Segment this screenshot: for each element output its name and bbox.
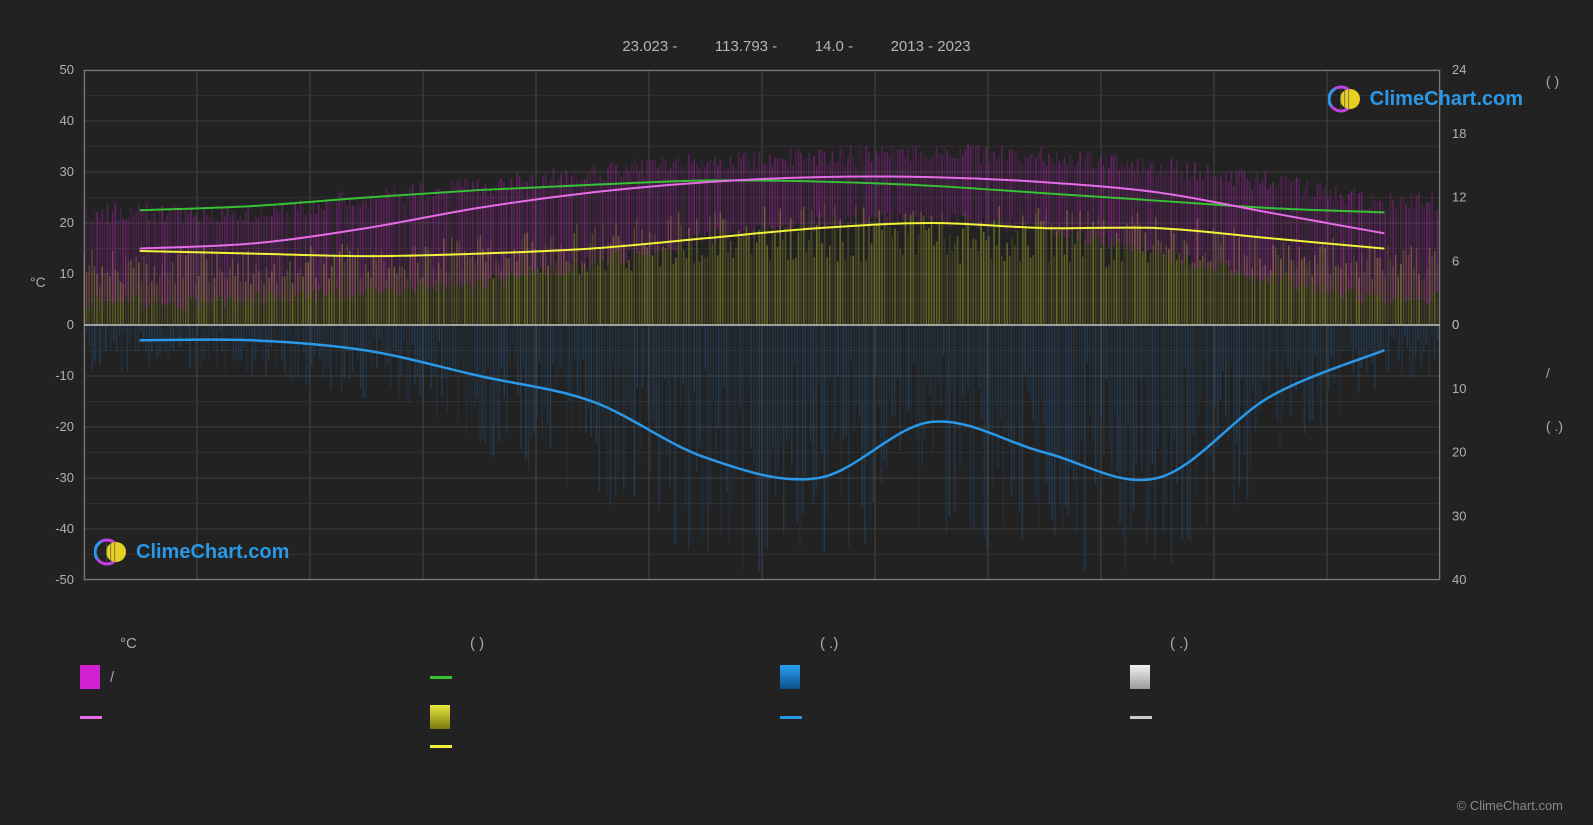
- x-tick: ㅤ: [587, 592, 597, 608]
- svg-text:40: 40: [1452, 572, 1466, 587]
- x-tick: ㅤ: [361, 592, 371, 608]
- x-tick: ㅤ: [1378, 592, 1388, 608]
- brand-logo-top: ClimeChart.com: [1328, 82, 1523, 116]
- x-tick: ㅤ: [700, 592, 710, 608]
- x-tick: ㅤ: [248, 592, 258, 608]
- svg-text:0: 0: [1452, 317, 1459, 332]
- chart-plot-area: 50403020100-10-20-30-40-5024181260010203…: [84, 70, 1440, 580]
- legend-item: [430, 745, 780, 748]
- x-tick: ㅤ: [1039, 592, 1049, 608]
- x-tick: ㅤ: [1152, 592, 1162, 608]
- svg-text:0: 0: [67, 317, 74, 332]
- svg-text:20: 20: [60, 215, 74, 230]
- legend-row-4: [80, 745, 1480, 748]
- legend-header-1: °C: [80, 635, 430, 652]
- x-axis-ticks: ㅤㅤㅤㅤㅤㅤㅤㅤㅤㅤㅤㅤ: [84, 592, 1440, 612]
- copyright-text: © ClimeChart.com: [1457, 798, 1563, 813]
- legend-swatch: [780, 665, 800, 689]
- brand-logo-bottom: ClimeChart.com: [94, 535, 289, 569]
- legend-item: [1130, 745, 1480, 748]
- legend-swatch: [80, 665, 100, 689]
- svg-text:-20: -20: [55, 419, 74, 434]
- svg-text:50: 50: [60, 62, 74, 77]
- legend-item: [780, 745, 1130, 748]
- legend-item: [80, 745, 430, 748]
- legend-row-3: [80, 705, 1480, 729]
- legend-swatch: [430, 676, 452, 679]
- svg-text:24: 24: [1452, 62, 1466, 77]
- svg-text:10: 10: [1452, 381, 1466, 396]
- svg-text:20: 20: [1452, 445, 1466, 460]
- climate-chart-container: 23.023 - 113.793 - 14.0 - 2013 - 2023 °C…: [0, 0, 1593, 825]
- header-lat: 23.023 -: [622, 38, 677, 55]
- legend-row-2: /: [80, 665, 1480, 689]
- legend-item: [430, 705, 780, 729]
- x-tick: ㅤ: [474, 592, 484, 608]
- header-elev: 14.0 -: [815, 38, 853, 55]
- legend-swatch: [1130, 716, 1152, 719]
- x-tick: ㅤ: [813, 592, 823, 608]
- right-axis-slash: /: [1546, 362, 1563, 384]
- svg-text:-10: -10: [55, 368, 74, 383]
- svg-text:6: 6: [1452, 253, 1459, 268]
- legend-label: /: [110, 669, 114, 686]
- svg-text:40: 40: [60, 113, 74, 128]
- brand-text-bottom: ClimeChart.com: [136, 541, 289, 564]
- legend-headers: °C ( ) ( .) ( .): [80, 635, 1480, 652]
- legend-item: [80, 705, 430, 729]
- right-axis-top-paren: ( ): [1546, 70, 1563, 92]
- svg-text:12: 12: [1452, 190, 1466, 205]
- legend-item: [780, 665, 1130, 689]
- right-axis-extra: ( ) / ( .): [1546, 290, 1563, 437]
- header-years: 2013 - 2023: [891, 38, 971, 55]
- legend-swatch: [80, 716, 102, 719]
- brand-icon: [1328, 82, 1362, 116]
- x-tick: ㅤ: [926, 592, 936, 608]
- legend-item: [1130, 665, 1480, 689]
- brand-icon: [94, 535, 128, 569]
- svg-text:30: 30: [1452, 508, 1466, 523]
- legend-swatch: [780, 716, 802, 719]
- header-lon: 113.793 -: [715, 38, 777, 55]
- legend-swatch: [430, 745, 452, 748]
- legend-item: [780, 705, 1130, 729]
- left-axis-unit: °C: [30, 274, 46, 290]
- x-tick: ㅤ: [1265, 592, 1275, 608]
- legend-header-2: ( ): [430, 635, 780, 652]
- chart-svg: 50403020100-10-20-30-40-5024181260010203…: [84, 70, 1440, 580]
- legend-swatch: [1130, 665, 1150, 689]
- svg-text:-40: -40: [55, 521, 74, 536]
- legend-header-4: ( .): [1130, 635, 1480, 652]
- svg-text:10: 10: [60, 266, 74, 281]
- svg-text:18: 18: [1452, 126, 1466, 141]
- brand-text-top: ClimeChart.com: [1370, 88, 1523, 111]
- legend-item: /: [80, 665, 430, 689]
- svg-text:-30: -30: [55, 470, 74, 485]
- legend-item: [430, 665, 780, 689]
- chart-header: 23.023 - 113.793 - 14.0 - 2013 - 2023: [0, 38, 1593, 55]
- right-axis-bottom-paren: ( .): [1546, 415, 1563, 437]
- legend-item: [1130, 705, 1480, 729]
- legend-swatch: [430, 705, 450, 729]
- x-tick: ㅤ: [135, 592, 145, 608]
- svg-text:30: 30: [60, 164, 74, 179]
- svg-text:-50: -50: [55, 572, 74, 587]
- legend-header-3: ( .): [780, 635, 1130, 652]
